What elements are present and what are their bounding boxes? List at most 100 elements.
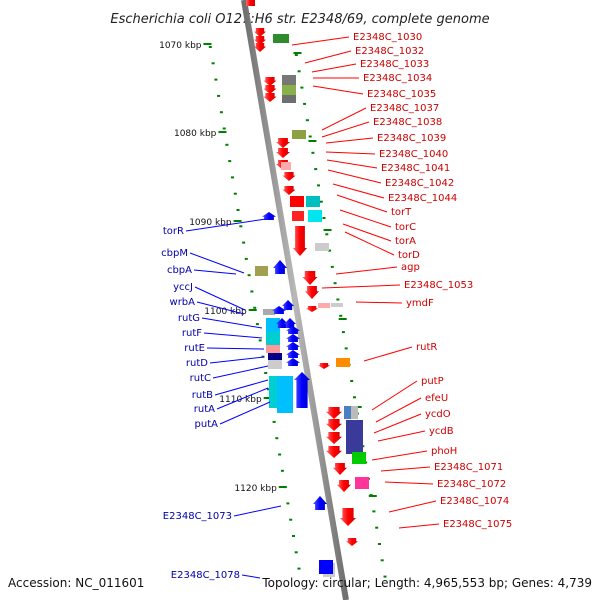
gene-arrow (262, 212, 276, 220)
cyan-gene-block (308, 210, 322, 222)
gene-label: E2348C_1074 (440, 496, 509, 507)
gene-label: wrbA (170, 297, 196, 308)
gene-block (290, 196, 304, 207)
label-leader (201, 317, 263, 329)
gene-arrow-large (293, 226, 307, 256)
cyan-gene-block (306, 196, 320, 207)
pink-gene-block (281, 162, 291, 170)
gene-arrow (276, 318, 288, 328)
tick-mark (214, 78, 218, 81)
label-leader (241, 574, 261, 579)
tick-mark (330, 265, 334, 268)
gene-label: rutE (184, 343, 205, 354)
tick-mark (289, 518, 293, 521)
label-leader (312, 85, 364, 95)
tick-mark (341, 331, 345, 334)
blue-gene-block (319, 560, 333, 574)
gene-arrow (282, 300, 294, 310)
tick-mark (294, 54, 298, 56)
gene-arrow (286, 342, 300, 350)
label-leader (321, 107, 367, 131)
gene-arrow (326, 432, 342, 444)
tick-mark (239, 225, 243, 228)
tick-mark (233, 192, 237, 195)
gene-arrow (254, 43, 266, 52)
gene-label: E2348C_1037 (370, 103, 439, 114)
pink-gene-block (318, 303, 330, 308)
label-leader (373, 413, 422, 434)
label-leader (375, 397, 422, 423)
gene-arrow (254, 36, 266, 45)
label-leader (321, 284, 401, 289)
gray-gene-block (351, 406, 358, 419)
tick-mark (344, 347, 348, 350)
label-leader (206, 347, 265, 350)
tick-mark (272, 420, 276, 423)
tick-mark (244, 257, 248, 260)
gene-label: E2348C_1072 (437, 479, 506, 490)
gene-arrow (282, 186, 296, 195)
gene-label: torC (395, 222, 416, 233)
tick-mark (222, 127, 226, 130)
gene-label: E2348C_1075 (443, 519, 512, 530)
tick-mark (297, 567, 301, 570)
tick-mark (303, 102, 307, 105)
gene-label: E2348C_1041 (381, 163, 450, 174)
scale-label: 1090 kbp (189, 218, 232, 228)
gene-arrow (276, 138, 290, 148)
gene-block (246, 0, 255, 6)
gene-label: rutA (194, 404, 215, 415)
gene-arrow (326, 446, 342, 458)
gene-label: E2348C_1039 (377, 133, 446, 144)
tick-mark (255, 323, 259, 326)
label-leader (355, 301, 403, 304)
gene-arrow (326, 407, 342, 419)
tick-mark (267, 388, 270, 391)
tick-mark (375, 526, 379, 529)
label-leader (332, 183, 385, 199)
label-leader (344, 231, 395, 256)
tick-mark (319, 200, 323, 203)
label-leader (304, 50, 352, 64)
scale-labels: 1070 kbp 1080 kbp 1090 kbp 1100 kbp 1110 kbp… (159, 41, 277, 494)
gene-arrow (333, 463, 347, 475)
gene-arrow (346, 538, 358, 546)
label-leader (194, 286, 246, 311)
gene-label: rutG (178, 313, 200, 324)
scale-label: 1070 kbp (159, 41, 202, 51)
gene-arrow (286, 326, 300, 334)
tick-mark (372, 510, 376, 513)
scale-label: 1120 kbp (234, 484, 277, 494)
tick-mark (294, 551, 298, 554)
tick-mark (278, 453, 282, 456)
gene-label: torT (391, 207, 412, 218)
gene-arrow (272, 306, 286, 314)
tick-mark (280, 469, 284, 472)
gene-arrow (337, 480, 351, 492)
label-leader (209, 356, 265, 364)
gray-gene-block (315, 243, 329, 251)
tick-mark (236, 209, 240, 211)
label-leader (336, 194, 388, 213)
gene-arrow (276, 148, 290, 158)
right-gene-labels: E2348C_1030 E2348C_1032 E2348C_1033 E2348C_… (291, 32, 512, 530)
gray-gene-block (331, 303, 343, 307)
gene-label: torA (395, 236, 416, 247)
label-leader (311, 63, 357, 73)
gene-label: putP (421, 376, 444, 387)
cyan-gene-block (266, 318, 280, 332)
gene-label: efeU (425, 393, 448, 404)
magenta-gene-block (355, 477, 369, 489)
tick-mark (292, 535, 295, 537)
label-leader (212, 365, 269, 379)
label-leader (216, 387, 269, 410)
gene-label: E2348C_1030 (353, 32, 422, 43)
gene-label: E2348C_1042 (385, 178, 454, 189)
gene-label: phoH (431, 446, 457, 457)
scale-label: 1110 kbp (219, 395, 262, 405)
olive-gene-block (255, 266, 268, 276)
label-leader (342, 223, 392, 242)
gene-block (292, 211, 304, 221)
gene-arrow (254, 28, 266, 37)
gene-label: cbpM (161, 248, 188, 259)
